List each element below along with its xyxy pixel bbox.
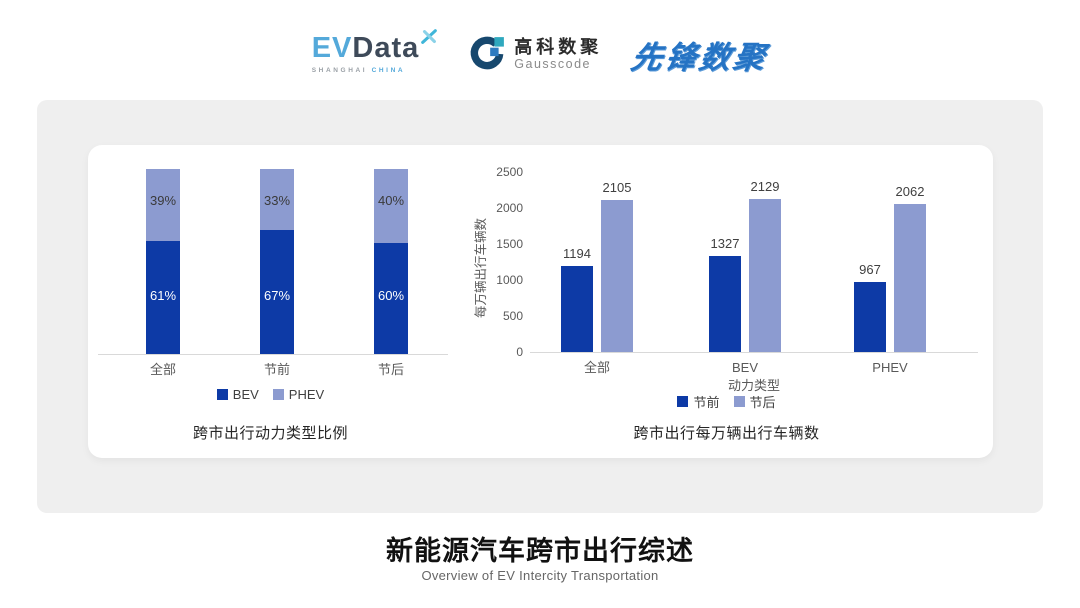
x-axis-line — [530, 352, 978, 353]
y-tick-label: 2000 — [496, 201, 523, 215]
legend-swatch — [216, 389, 228, 400]
bev-percent-label: 61% — [149, 288, 177, 303]
bev-percent-label: 67% — [263, 288, 291, 303]
phev-percent-label: 40% — [377, 193, 405, 208]
chart-legend: 节前 节后 — [460, 392, 993, 411]
y-tick-label: 500 — [502, 309, 523, 323]
charts-panel: 39% 61% 全部 33% 67% 节前 40% 60% 节后 BEV PHEV 跨市出行动力类型比… — [88, 145, 993, 458]
evdata-china-text: CHINA — [371, 67, 406, 74]
power-type-ratio-chart: 39% 61% 全部 33% 67% 节前 40% 60% 节后 BEV PHEV 跨市出行动力类型比… — [88, 145, 453, 458]
bev-percent-label: 60% — [377, 288, 405, 303]
logo-header: EV Data SHANGHAI CHINA 高科数聚 Gausscode 先锋数… — [0, 22, 1080, 86]
legend-label: 节后 — [749, 395, 776, 410]
bar-value-label: 967 — [859, 262, 881, 277]
chart-title: 跨市出行每万辆出行车辆数 — [633, 425, 820, 442]
evdata-logo: EV Data SHANGHAI CHINA — [311, 29, 439, 74]
y-tick-label: 0 — [516, 345, 523, 359]
legend-label: PHEV — [288, 387, 325, 402]
y-tick-label: 2500 — [496, 165, 523, 179]
legend-swatch — [272, 389, 284, 400]
phev-percent-label: 33% — [263, 193, 291, 208]
evdata-sub-caption: SHANGHAI CHINA — [312, 67, 405, 74]
legend-label: BEV — [232, 387, 259, 402]
phev-percent-label: 39% — [149, 193, 177, 208]
y-axis-title: 每万辆出行车辆数 — [474, 218, 488, 319]
post-holiday-bar — [601, 200, 633, 352]
evdata-data-text: Data — [352, 32, 420, 64]
gausscode-wordmark: 高科数聚 Gausscode — [514, 37, 602, 72]
evdata-wordmark: EV Data — [311, 29, 439, 64]
trips-per-10k-vehicles-chart: 0 500 1000 1500 2000 2500 1194 2105 全部 1327 2129 BE… — [460, 145, 993, 458]
legend-item: PHEV — [272, 387, 325, 402]
gausscode-logo: 高科数聚 Gausscode — [468, 35, 602, 73]
legend-item: 节后 — [733, 392, 776, 411]
gausscode-en-text: Gausscode — [514, 57, 591, 72]
page-title: 新能源汽车跨市出行综述 — [386, 536, 694, 566]
chart-title: 跨市出行动力类型比例 — [192, 425, 348, 442]
category-label: 节后 — [377, 362, 404, 377]
pre-holiday-bar — [561, 266, 593, 352]
category-label: 全部 — [149, 362, 176, 377]
bev-bar-segment — [374, 243, 408, 354]
charts-card: 39% 61% 全部 33% 67% 节前 40% 60% 节后 BEV PHEV 跨市出行动力类型比… — [37, 100, 1043, 513]
evdata-shanghai-text: SHANGHAI — [311, 67, 368, 74]
bar-value-label: 2062 — [895, 184, 925, 199]
y-tick-label: 1000 — [496, 273, 523, 287]
evdata-x-icon — [421, 29, 438, 44]
gausscode-cn-text: 高科数聚 — [514, 36, 603, 57]
chart-legend: BEV PHEV — [88, 387, 453, 402]
legend-swatch — [733, 396, 745, 407]
pre-holiday-bar — [854, 282, 886, 352]
category-label: PHEV — [872, 360, 908, 375]
y-tick-label: 1500 — [496, 237, 523, 251]
page-subtitle: Overview of EV Intercity Transportation — [421, 568, 659, 583]
category-label: BEV — [731, 360, 758, 375]
legend-swatch — [677, 396, 689, 407]
x-axis-line — [98, 354, 448, 355]
xianfeng-shuju-logo: 先锋数聚 — [628, 39, 771, 75]
bar-value-label: 2105 — [602, 180, 632, 195]
bar-value-label: 1327 — [710, 236, 740, 251]
bev-bar-segment — [260, 230, 294, 354]
post-holiday-bar — [894, 204, 926, 352]
phev-bar-segment — [146, 169, 180, 241]
category-label: 节前 — [263, 362, 290, 377]
phev-bar-segment — [260, 169, 294, 230]
bev-bar-segment — [146, 241, 180, 354]
pre-holiday-bar — [709, 256, 741, 352]
legend-item: 节前 — [677, 392, 720, 411]
evdata-ev-text: EV — [311, 32, 353, 64]
legend-item: BEV — [216, 387, 259, 402]
gausscode-mark-icon — [471, 36, 505, 70]
category-label: 全部 — [583, 360, 610, 375]
phev-bar-segment — [374, 169, 408, 243]
bar-value-label: 2129 — [750, 179, 780, 194]
legend-label: 节前 — [693, 395, 720, 410]
x-axis-title: 动力类型 — [727, 378, 780, 393]
bar-value-label: 1194 — [563, 246, 591, 261]
post-holiday-bar — [749, 199, 781, 352]
